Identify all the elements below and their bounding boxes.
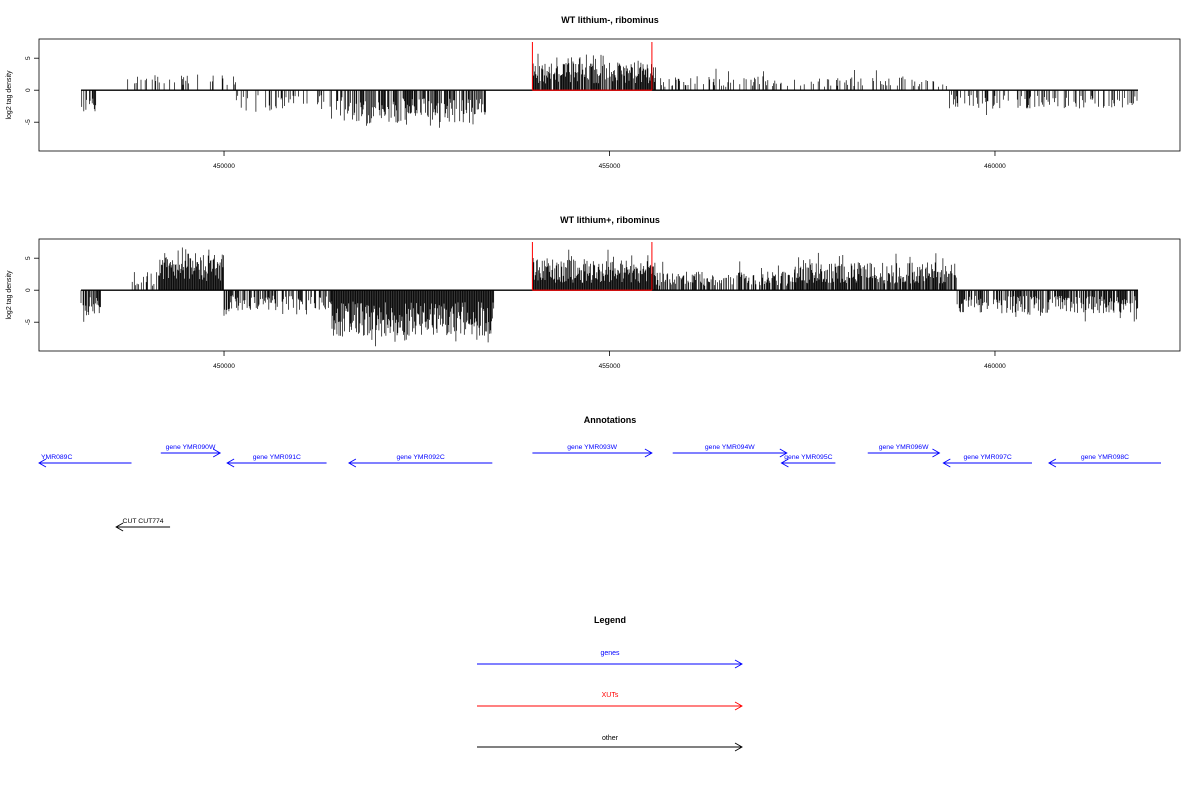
- feature-label: gene YMR094W: [705, 444, 755, 451]
- feature-arrowhead: [115, 522, 124, 532]
- y-axis-label: log2 tag density: [6, 270, 13, 320]
- legend: Legend genes XUTs other: [477, 615, 743, 752]
- feature-label: YMR089C: [41, 454, 72, 461]
- y-tick-label: 5: [25, 56, 32, 60]
- y-axis-label: log2 tag density: [6, 70, 13, 120]
- feature-ymr089c: YMR089C: [38, 454, 132, 468]
- feature-arrowhead: [644, 448, 653, 458]
- feature-gene-ymr097c: gene YMR097C: [942, 454, 1032, 468]
- y-tick-label: 0: [25, 88, 32, 92]
- feature-gene-ymr098c: gene YMR098C: [1048, 454, 1161, 468]
- annotations-track: Annotations YMR089C gene YMR090W gene YMR0…: [38, 415, 1161, 532]
- track-panel-lithium-minus: WT lithium-, ribominus log2 tag density …: [6, 15, 1181, 170]
- feature-label: gene YMR092C: [396, 454, 444, 461]
- feature-label: gene YMR098C: [1081, 454, 1129, 461]
- legend-label-genes: genes: [600, 650, 620, 657]
- x-tick-label: 460000: [984, 363, 1006, 370]
- annotations-title: Annotations: [584, 415, 637, 425]
- axes: 450000 455000 460000 -5 0 5: [25, 256, 1006, 370]
- legend-label-xuts: XUTs: [602, 692, 619, 699]
- plot-frame: [38, 238, 1181, 352]
- axes: 450000 455000 460000 -5 0 5: [25, 56, 1006, 170]
- feature-gene-ymr091c: gene YMR091C: [226, 454, 327, 468]
- plot-frame: [38, 38, 1181, 152]
- panel-title: WT lithium+, ribominus: [560, 215, 660, 225]
- feature-gene-ymr093w: gene YMR093W: [532, 444, 653, 458]
- feature-arrowhead: [780, 458, 789, 468]
- y-tick-label: -5: [25, 119, 32, 125]
- y-tick-label: 0: [25, 288, 32, 292]
- bar-group: [80, 247, 1139, 347]
- legend-label-other: other: [602, 735, 619, 742]
- feature-label: gene YMR093W: [567, 444, 617, 451]
- feature-arrowhead: [942, 458, 951, 468]
- legend-item-genes: genes: [477, 650, 743, 669]
- feature-arrowhead: [348, 458, 357, 468]
- xut-highlight: [531, 242, 653, 291]
- feature-gene-ymr095c: gene YMR095C: [780, 454, 836, 468]
- x-tick-label: 450000: [213, 363, 235, 370]
- feature-label: gene YMR095C: [784, 454, 832, 461]
- feature-cut-cut774: CUT CUT774: [115, 518, 171, 532]
- feature-gene-ymr094w: gene YMR094W: [672, 444, 788, 458]
- legend-arrowhead-genes: [734, 659, 743, 669]
- xut-highlight: [531, 42, 653, 91]
- legend-title: Legend: [594, 615, 626, 625]
- track-panel-lithium-plus: WT lithium+, ribominus log2 tag density …: [6, 215, 1181, 370]
- legend-arrowhead-other: [734, 742, 743, 752]
- x-tick-label: 455000: [599, 163, 621, 170]
- x-tick-label: 460000: [984, 163, 1006, 170]
- feature-label: gene YMR097C: [964, 454, 1012, 461]
- feature-label: CUT CUT774: [123, 518, 164, 525]
- feature-gene-ymr090w: gene YMR090W: [160, 444, 222, 458]
- feature-label: gene YMR090W: [166, 444, 216, 451]
- feature-arrowhead: [38, 458, 47, 468]
- feature-arrowhead: [212, 448, 222, 458]
- feature-arrowhead: [932, 448, 941, 458]
- legend-arrowhead-xuts: [734, 701, 743, 711]
- panel-title: WT lithium-, ribominus: [561, 15, 659, 25]
- feature-arrowhead: [779, 448, 788, 458]
- x-tick-label: 455000: [599, 363, 621, 370]
- bar-group: [81, 53, 1138, 128]
- feature-arrowhead: [1048, 458, 1057, 468]
- feature-label: gene YMR091C: [253, 454, 301, 461]
- y-tick-label: 5: [25, 256, 32, 260]
- feature-gene-ymr096w: gene YMR096W: [867, 444, 941, 458]
- legend-item-other: other: [477, 735, 743, 752]
- x-tick-label: 450000: [213, 163, 235, 170]
- feature-gene-ymr092c: gene YMR092C: [348, 454, 493, 468]
- feature-group: YMR089C gene YMR090W gene YMR091C gene YMR0…: [38, 444, 1161, 532]
- feature-label: gene YMR096W: [879, 444, 929, 451]
- legend-item-xuts: XUTs: [477, 692, 743, 711]
- y-tick-label: -5: [25, 319, 32, 325]
- feature-arrowhead: [226, 458, 235, 468]
